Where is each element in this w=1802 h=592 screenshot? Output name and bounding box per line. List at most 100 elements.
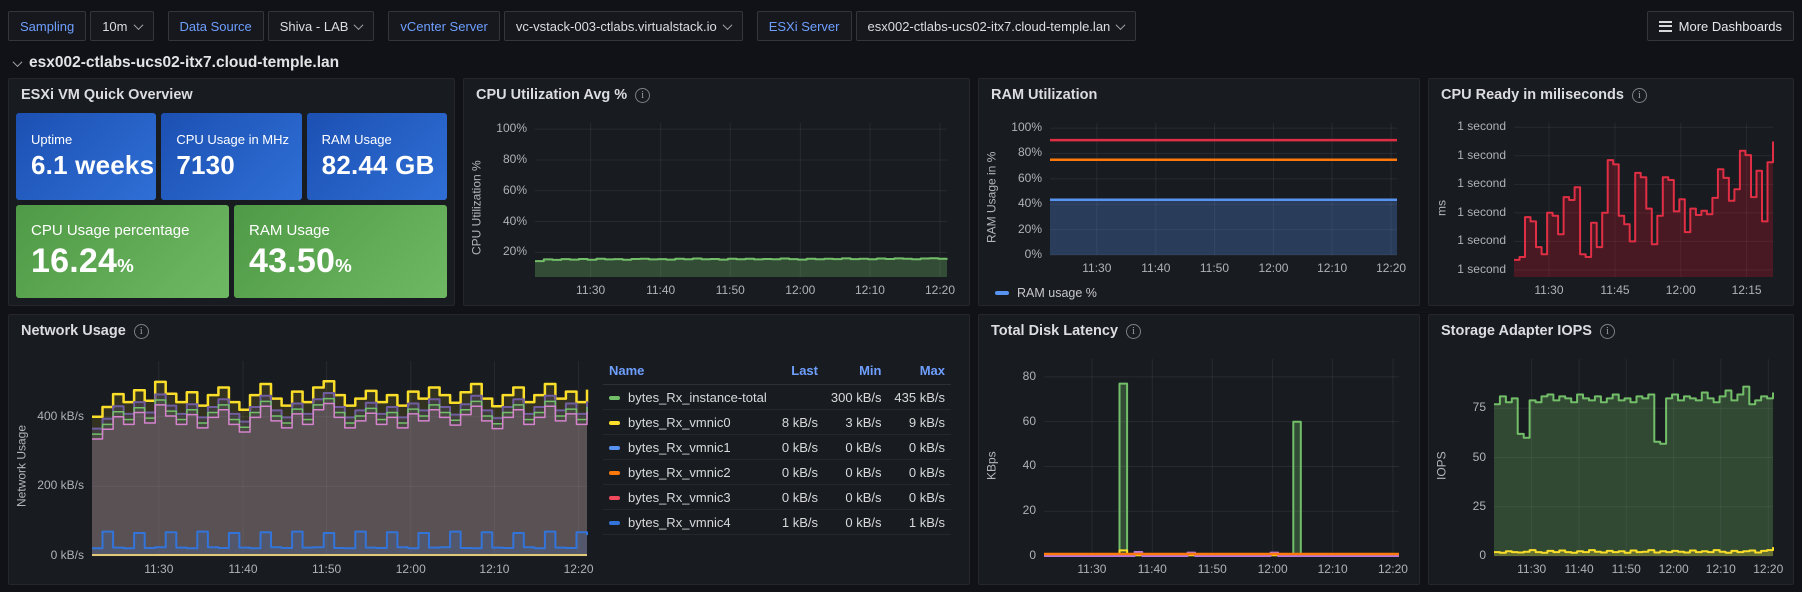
y-tick-label: 20 [1022,503,1036,518]
y-axis-label: ms [1434,200,1449,216]
legend-sort-max[interactable]: Max [887,359,951,385]
x-tick-label: 11:50 [1199,261,1230,275]
y-tick-label: 1 second [1457,233,1506,248]
vcenter-select[interactable]: vc-vstack-003-ctlabs.virtualstack.io [503,11,743,41]
stat-label: Uptime [31,131,73,147]
y-tick-label: 60% [502,182,527,197]
stat-ram-usage-gb: RAM Usage 82.44 GB [306,113,447,200]
series-color-icon [609,421,620,426]
network-plot-area[interactable] [92,361,589,557]
panel-ram-utilization: RAM Utilization RAM Usage in % 0% 20% 40% 6… [978,78,1420,306]
legend-series-name[interactable]: bytes_Rx_instance-total [603,384,776,410]
sampling-label: Sampling [8,11,87,41]
legend-row-bytes_Rx_vmnic0: bytes_Rx_vmnic0 8 kB/s 3 kB/s 9 kB/s [603,409,951,435]
y-tick-label: 60% [1017,170,1042,185]
chevron-down-icon [1115,19,1126,30]
info-icon[interactable] [1631,87,1647,103]
dashboard-row-toggle[interactable]: esx002-ctlabs-ucs02-itx7.cloud-temple.la… [12,54,339,72]
x-tick-label: 11:40 [646,283,676,297]
var-group-vcenter: vCenter Server vc-vstack-003-ctlabs.virt… [388,11,743,41]
x-tick-label: 11:30 [1082,261,1112,275]
cpu_ready-plot-area[interactable] [1514,123,1774,277]
x-tick-label: 11:30 [576,283,606,297]
x-tick-label: 12:10 [479,562,510,576]
series-color-icon [995,291,1009,295]
info-icon[interactable] [1126,323,1142,339]
x-tick-label: 12:20 [1376,261,1407,275]
legend-last-value: 0 kB/s [775,459,824,485]
panel-cpu-utilization-header[interactable]: CPU Utilization Avg % [464,79,969,111]
x-tick-label: 12:20 [563,562,594,576]
network-legend-body: bytes_Rx_instance-total 300 kB/s 435 kB/s b… [603,384,951,535]
esxi-label: ESXi Server [756,11,852,41]
legend-row-bytes_Rx_vmnic2: bytes_Rx_vmnic2 0 kB/s 0 kB/s 0 kB/s [603,459,951,485]
legend-series-name[interactable]: bytes_Rx_vmnic3 [603,484,776,510]
panel-cpu-ready-header[interactable]: CPU Ready in miliseconds [1429,79,1793,111]
legend-max-value: 0 kB/s [887,434,951,460]
series-cpu-ready-ms-line [1514,141,1774,261]
legend-sort-min[interactable]: Min [824,359,888,385]
y-tick-label: 1 second [1457,119,1506,134]
sampling-select[interactable]: 10m [90,11,154,41]
cpu-ready-chart: 1 second 1 second 1 second 1 second 1 second… [1450,113,1785,303]
ram_util-plot-area[interactable] [1050,123,1397,256]
series-color-icon [609,521,620,526]
legend-series-name[interactable]: bytes_Rx_vmnic0 [603,409,776,435]
y-tick-label: 200 kB/s [37,478,84,493]
panel-title: ESXi VM Quick Overview [21,87,193,103]
series-series-purple-fill [92,393,587,556]
panel-disk-latency-header[interactable]: Total Disk Latency [979,315,1419,347]
legend-min-value: 300 kB/s [824,384,888,410]
legend-sort-name[interactable]: Name [603,359,776,385]
y-axis-label: KBps [984,451,999,480]
iops-plot-area[interactable] [1494,359,1774,557]
panel-storage-iops: Storage Adapter IOPS IOPS 0 25 50 75 11:30 11… [1428,314,1794,585]
x-tick-label: 12:10 [1705,562,1736,576]
panel-ram-utilization-header[interactable]: RAM Utilization [979,79,1419,111]
legend-header-row: Name Last Min Max [603,359,951,385]
chevron-down-icon [133,19,143,30]
legend-last-value: 1 kB/s [775,509,824,535]
x-tick-label: 11:30 [1517,562,1547,576]
legend-row-bytes_Rx_vmnic1: bytes_Rx_vmnic1 0 kB/s 0 kB/s 0 kB/s [603,434,951,460]
legend-series-name[interactable]: bytes_Rx_vmnic4 [603,509,776,535]
info-icon[interactable] [635,87,651,103]
y-tick-label: 50 [1472,449,1486,464]
cpu-utilization-chart: 20% 40% 60% 80% 100% 11:30 11:40 11:50 12:00 12:1… [485,113,961,303]
disk_latency-plot-area[interactable] [1044,359,1399,557]
panel-title: Storage Adapter IOPS [1441,323,1592,339]
series-cpu-ready-ms-fill [1514,141,1773,277]
panel-storage-iops-header[interactable]: Storage Adapter IOPS [1429,315,1793,347]
y-axis-label: CPU Utilization % [469,160,484,256]
y-tick-label: 100% [496,121,527,136]
info-icon[interactable] [1599,323,1615,339]
series-bytes_Rx_instance-total-fill [92,398,587,556]
series-color-icon [609,446,620,451]
legend-series-name[interactable]: bytes_Rx_vmnic1 [603,434,776,460]
y-tick-label: 1 second [1457,147,1506,162]
y-tick-label: 1 second [1457,176,1506,191]
x-tick-label: 12:10 [1317,261,1348,275]
series-color-icon [609,396,620,401]
y-axis-label: Network Usage [14,424,29,507]
series-bytes_Rx_vmnic0-fill [92,381,587,556]
x-tick-label: 12:10 [1317,562,1348,576]
series-latency-green-spikes-line [1044,382,1399,556]
cpu_util-plot-area[interactable] [535,123,948,277]
y-tick-label: 40 [1022,458,1036,473]
panel-quick-overview-header[interactable]: ESXi VM Quick Overview [9,79,454,111]
series-iops-yellow-line [1494,547,1774,554]
legend-sort-last[interactable]: Last [775,359,824,385]
x-tick-label: 11:40 [1141,261,1171,275]
x-tick-label: 12:00 [785,283,816,297]
esxi-select[interactable]: esx002-ctlabs-ucs02-itx7.cloud-temple.la… [855,11,1137,41]
datasource-select[interactable]: Shiva - LAB [267,11,375,41]
legend-last-value: 0 kB/s [775,434,824,460]
panel-network-usage-header[interactable]: Network Usage [9,315,969,347]
legend-item-ram-usage[interactable]: RAM usage % [995,286,1097,300]
legend-series-name[interactable]: bytes_Rx_vmnic2 [603,459,776,485]
more-dashboards-button[interactable]: More Dashboards [1646,11,1794,41]
info-icon[interactable] [133,323,149,339]
vcenter-label: vCenter Server [388,11,500,41]
stat-value: 82.44 GB [321,149,435,180]
